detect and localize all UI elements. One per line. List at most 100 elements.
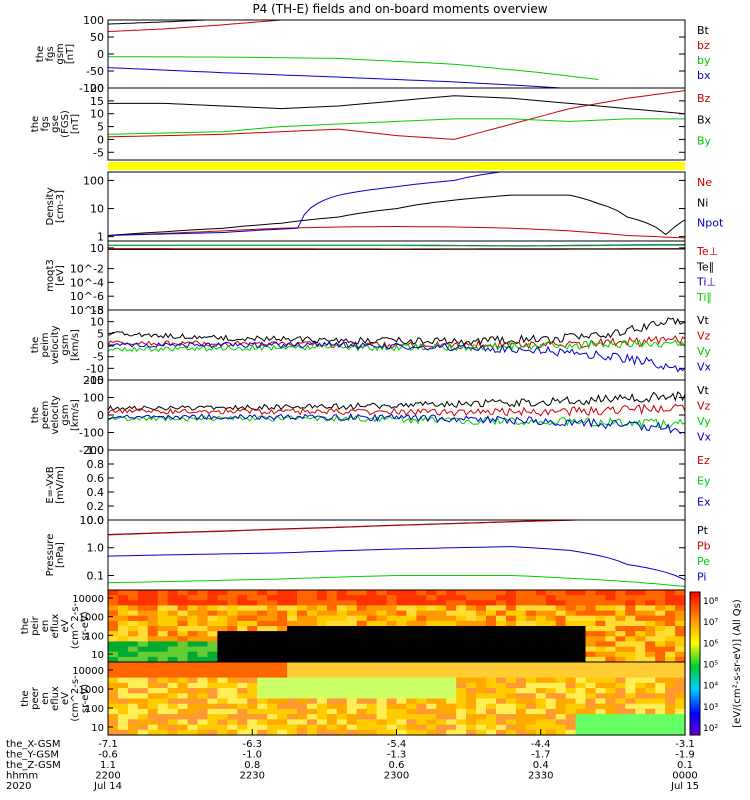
spectrogram-cell	[486, 714, 497, 720]
spectrogram-cell	[535, 641, 547, 648]
spectrogram-cell	[207, 672, 218, 679]
spectrogram-cell	[655, 719, 666, 726]
spectrogram-cell	[545, 610, 557, 617]
spectrogram-cell	[585, 662, 596, 668]
spectrogram-cell	[336, 682, 348, 689]
spectrogram-cell	[346, 651, 358, 658]
spectrogram-cell	[307, 656, 318, 663]
spectrogram-cell	[207, 688, 218, 694]
spectrogram-cell	[356, 688, 368, 694]
spectrogram-cell	[267, 605, 278, 612]
ytick-label: 10^-2	[70, 263, 104, 276]
spectrogram-cell	[416, 682, 427, 689]
spectrogram-cell	[575, 714, 587, 720]
spectrogram-cell	[625, 641, 636, 648]
ylabel-line: fgs	[45, 46, 56, 61]
spectrogram-cell	[665, 708, 676, 715]
ylabel-line: [eV]	[55, 265, 66, 286]
spectrogram-cell	[416, 698, 427, 705]
spectrogram-cell	[585, 626, 596, 632]
spectrogram-cell	[635, 646, 646, 653]
spectrogram-cell	[665, 605, 676, 612]
spectrogram-cell	[127, 708, 139, 715]
spectrogram-cell	[227, 672, 238, 679]
spectrogram-cell	[207, 667, 218, 673]
spectrogram-cell	[585, 677, 596, 684]
spectrogram-cell	[157, 714, 169, 720]
spectrogram-cell	[187, 677, 199, 684]
spectrogram-cell	[137, 662, 149, 668]
spectrogram-cell	[137, 620, 149, 627]
spectrogram-cell	[187, 636, 199, 642]
spectrogram-cell	[426, 646, 437, 653]
spectrogram-cell	[247, 646, 258, 653]
spectrogram-cell	[505, 646, 517, 653]
legend-by: by	[697, 54, 711, 67]
spectrogram-cell	[515, 626, 527, 632]
spectrogram-cell	[316, 682, 328, 689]
spectrogram-cell	[366, 698, 378, 705]
spectrogram-cell	[247, 672, 258, 679]
spectrogram-cell	[645, 641, 656, 648]
spectrogram-cell	[515, 631, 527, 637]
spectrogram-cell	[555, 590, 567, 596]
ytick-label: 15	[90, 304, 104, 317]
spectrogram-cell	[227, 708, 238, 715]
spectrogram-cell	[297, 714, 308, 720]
spectrogram-cell	[277, 656, 288, 663]
spectrogram-cell	[565, 677, 577, 684]
spectrogram-cell	[257, 682, 268, 689]
spectrogram-cell	[297, 615, 308, 622]
spectrogram-cell	[316, 662, 328, 668]
spectrogram-cell	[247, 708, 258, 715]
spectrogram-cell	[277, 698, 288, 705]
spectrogram-cell	[535, 651, 547, 658]
spectrogram-cell	[237, 595, 248, 601]
spectrogram-cell	[665, 626, 676, 632]
spectrogram-cell	[575, 626, 587, 632]
spectrogram-cell	[535, 724, 547, 731]
spectrogram-cell	[108, 641, 119, 648]
spectrogram-cell	[605, 693, 616, 700]
spectrogram-cell	[108, 724, 119, 731]
spectrogram-cell	[336, 600, 348, 606]
ytick-label: 100	[83, 392, 104, 405]
ylabel-line: fgs	[40, 116, 51, 131]
spectrogram-cell	[147, 595, 159, 601]
spectrogram-cell	[476, 620, 487, 627]
spectrogram-cell	[187, 662, 199, 668]
spectrogram-cell	[346, 600, 358, 606]
spectrogram-cell	[257, 708, 268, 715]
spectrogram-cell	[565, 631, 577, 637]
spectrogram-cell	[535, 631, 547, 637]
spectrogram-cell	[396, 615, 407, 622]
spectrogram-cell	[376, 646, 388, 653]
spectrogram-cell	[545, 698, 557, 705]
spectrogram-cell	[406, 600, 417, 606]
spectrogram-cell	[297, 682, 308, 689]
spectrogram-cell	[585, 605, 596, 612]
spectrogram-cell	[645, 626, 656, 632]
spectrogram-cell	[326, 615, 338, 622]
spectrogram-cell	[535, 610, 547, 617]
spectrogram-cell	[466, 677, 477, 684]
spectrogram-cell	[675, 600, 686, 606]
spectrogram-cell	[515, 641, 527, 648]
spectrogram-cell	[376, 662, 388, 668]
spectrogram-cell	[326, 636, 338, 642]
spectrogram-cell	[386, 641, 398, 648]
spectrogram-cell	[655, 600, 666, 606]
spectrogram-cell	[456, 595, 467, 601]
spectrogram-cell	[108, 667, 119, 673]
spectrogram-cell	[307, 724, 318, 731]
spectrogram-cell	[446, 662, 457, 668]
xaxis-value: -5.4	[387, 739, 407, 750]
spectrogram-cell	[585, 724, 596, 731]
spectrogram-cell	[167, 600, 179, 606]
spectrogram-cell	[406, 672, 417, 679]
spectrogram-cell	[177, 672, 189, 679]
spectrogram-cell	[496, 636, 507, 642]
spectrogram-cell	[227, 610, 238, 617]
spectrogram-cell	[396, 641, 407, 648]
spectrogram-cell	[356, 631, 368, 637]
